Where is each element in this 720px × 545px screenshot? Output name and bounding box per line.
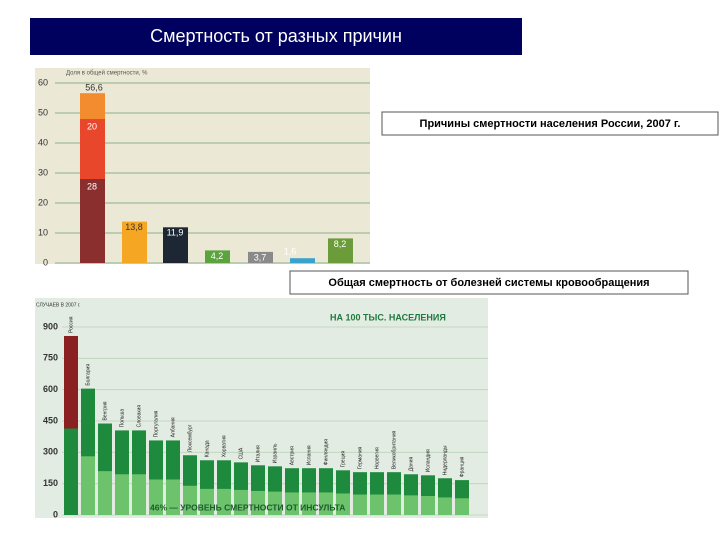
inner-bar [336, 493, 350, 515]
inner-bar [166, 479, 180, 515]
category-label: Нидерланды [442, 445, 448, 475]
bar [248, 251, 273, 263]
inner-bar [268, 491, 282, 515]
y-tick-label: 0 [43, 257, 48, 267]
y-tick-label: 750 [43, 353, 58, 363]
category-label: Исландия [425, 449, 431, 472]
y-tick-label: 20 [38, 197, 48, 207]
inner-bar [149, 479, 163, 515]
inner-bar [98, 471, 112, 515]
category-label: Хорватия [221, 435, 227, 457]
category-label: Польша [119, 409, 125, 428]
category-label: Испания [306, 445, 312, 465]
inner-bar [455, 498, 469, 515]
inner-bar [200, 488, 214, 515]
y-tick-label: 300 [43, 447, 58, 457]
axis-label: СЛУЧАЕВ В 2007 г. [36, 302, 80, 308]
value-label: 4,2 [211, 251, 224, 261]
category-label: Германия [357, 446, 363, 469]
category-label: Италия [255, 445, 261, 462]
annotation: 46% — УРОВЕНЬ СМЕРТНОСТИ ОТ ИНСУЛЬТА [150, 502, 345, 512]
category-label: Дания [408, 457, 414, 472]
y-tick-label: 150 [43, 478, 58, 488]
y-tick-label: 60 [38, 77, 48, 87]
y-tick-label: 0 [53, 509, 58, 519]
inner-bar [319, 492, 333, 515]
category-label: Словакия [136, 405, 142, 428]
category-label: Португалия [153, 410, 159, 437]
segment-label: 20 [87, 121, 97, 131]
bar-segment [80, 93, 105, 119]
inner-bar [251, 490, 265, 515]
category-label: Израиль [272, 443, 278, 463]
inner-bar [183, 485, 197, 515]
inner-bar [132, 474, 146, 515]
category-label: Россия [68, 316, 74, 333]
inner-bar [234, 489, 248, 515]
chart-label: Общая смертность от болезней системы кро… [328, 277, 649, 289]
y-tick-label: 450 [43, 415, 58, 425]
y-tick-label: 600 [43, 384, 58, 394]
inner-bar [217, 488, 231, 515]
value-label: 1,6 [284, 247, 297, 257]
slide-title: Смертность от разных причин [150, 26, 402, 46]
label-box [289, 270, 689, 295]
bar [163, 227, 188, 263]
segment-label: 28 [87, 181, 97, 191]
axis-label: Доля в общей смертности, % [66, 70, 148, 77]
title-box [30, 18, 522, 55]
y-tick-label: 50 [38, 107, 48, 117]
y-tick-label: 30 [38, 167, 48, 177]
category-label: США [238, 447, 244, 459]
inner-bar [302, 492, 316, 515]
category-label: Франция [459, 456, 465, 477]
bar-segment [80, 119, 105, 179]
value-label: 13,8 [125, 222, 143, 232]
category-label: Венгрия [102, 401, 108, 420]
value-label: 11,9 [167, 228, 184, 238]
bar [205, 250, 230, 263]
category-label: Албания [170, 417, 176, 437]
label-box [381, 111, 719, 136]
y-tick-label: 10 [38, 227, 48, 237]
inner-bar [404, 495, 418, 515]
category-label: Греция [340, 451, 346, 468]
bar [328, 238, 353, 263]
inner-bar [353, 494, 367, 515]
bar-segment [80, 179, 105, 263]
category-label: Великобритания [391, 430, 397, 469]
inner-bar [421, 495, 435, 515]
bar [122, 221, 147, 263]
inner-bar [370, 494, 384, 515]
inner-bar [387, 494, 401, 515]
category-label: Люксембург [187, 424, 193, 452]
inner-bar [285, 492, 299, 515]
inner-bar [64, 428, 78, 515]
category-label: Канада [204, 440, 210, 457]
unit-note: НА 100 ТЫС. НАСЕЛЕНИЯ [330, 312, 446, 322]
inner-bar [115, 474, 129, 515]
inner-bar [438, 497, 452, 515]
total-label: 56,6 [85, 83, 103, 93]
y-tick-label: 900 [43, 321, 58, 331]
y-tick-label: 40 [38, 137, 48, 147]
category-label: Финляндия [323, 439, 329, 465]
bar [290, 258, 315, 263]
value-label: 8,2 [334, 239, 347, 249]
category-label: Австрия [289, 446, 295, 465]
category-label: Болгария [85, 364, 91, 386]
inner-bar [81, 456, 95, 515]
value-label: 3,7 [254, 252, 267, 262]
category-label: Норвегия [374, 447, 380, 469]
chart-label: Причины смертности населения России, 200… [420, 118, 681, 130]
